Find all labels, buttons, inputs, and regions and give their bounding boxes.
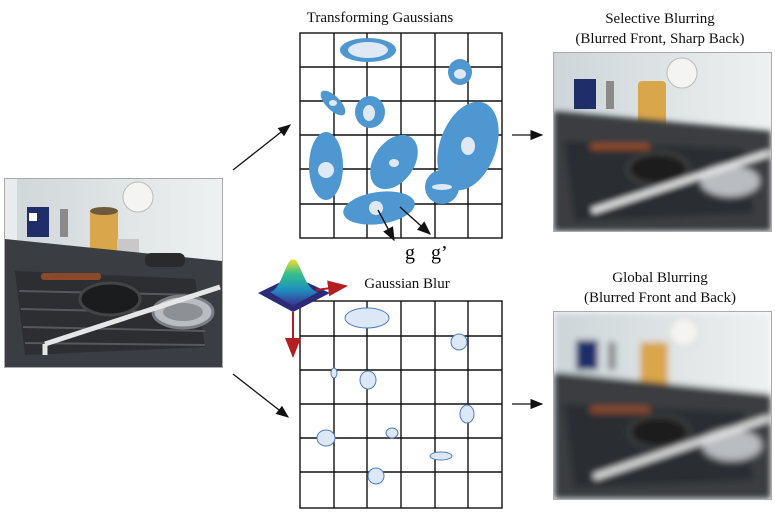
flow-arrow-to-transform [232, 124, 292, 171]
gaussian-ellipse [367, 467, 385, 485]
gaussian-core [454, 69, 466, 79]
gaussian-ellipse [316, 429, 336, 447]
global-blur-photo [553, 311, 772, 500]
gaussian-blur-grid [299, 300, 503, 509]
selective-blurring-subtitle: (Blurred Front, Sharp Back) [575, 31, 745, 47]
vector-g-label: g [405, 242, 415, 264]
gaussian-core [461, 137, 475, 155]
gaussian-ellipse [429, 451, 453, 461]
gaussian-core [369, 201, 383, 215]
input-scene-photo [4, 178, 223, 368]
gaussian-core [348, 42, 388, 58]
flow-arrow-to-blur [232, 373, 290, 418]
transformed-gaussians [309, 38, 499, 225]
gaussian-ellipse [450, 333, 468, 351]
gaussian-core [318, 162, 334, 178]
gaussian-ellipse [385, 427, 399, 439]
gaussian-ellipse [330, 367, 338, 379]
selective-blurring-title: Selective Blurring [605, 11, 715, 27]
gaussian-core [389, 159, 399, 167]
blurred-gaussians [316, 307, 475, 485]
selective-blur-scene-icon [554, 53, 771, 231]
selective-blur-photo [553, 52, 772, 232]
gaussian-ellipse [459, 404, 475, 424]
gaussian-ellipse [344, 307, 390, 329]
gaussian-blur-title: Gaussian Blur [364, 276, 450, 292]
gaussian-core [363, 105, 375, 121]
gaussian-surface-plot-icon [258, 259, 348, 358]
global-blurring-subtitle: (Blurred Front and Back) [583, 290, 737, 306]
gaussian-core [432, 184, 452, 190]
kitchen-dish-rack-photo-icon [5, 179, 222, 367]
vector-g-prime-label: g’ [431, 242, 448, 264]
gaussian-ellipse [359, 370, 377, 390]
transforming-gaussians-title: Transforming Gaussians [306, 10, 454, 26]
vector-g-prime-arrow [399, 206, 432, 235]
global-blur-scene-icon [554, 312, 771, 499]
gaussian-core [329, 100, 337, 106]
global-blurring-title: Global Blurring [612, 270, 708, 286]
vector-g-arrow [377, 209, 395, 242]
